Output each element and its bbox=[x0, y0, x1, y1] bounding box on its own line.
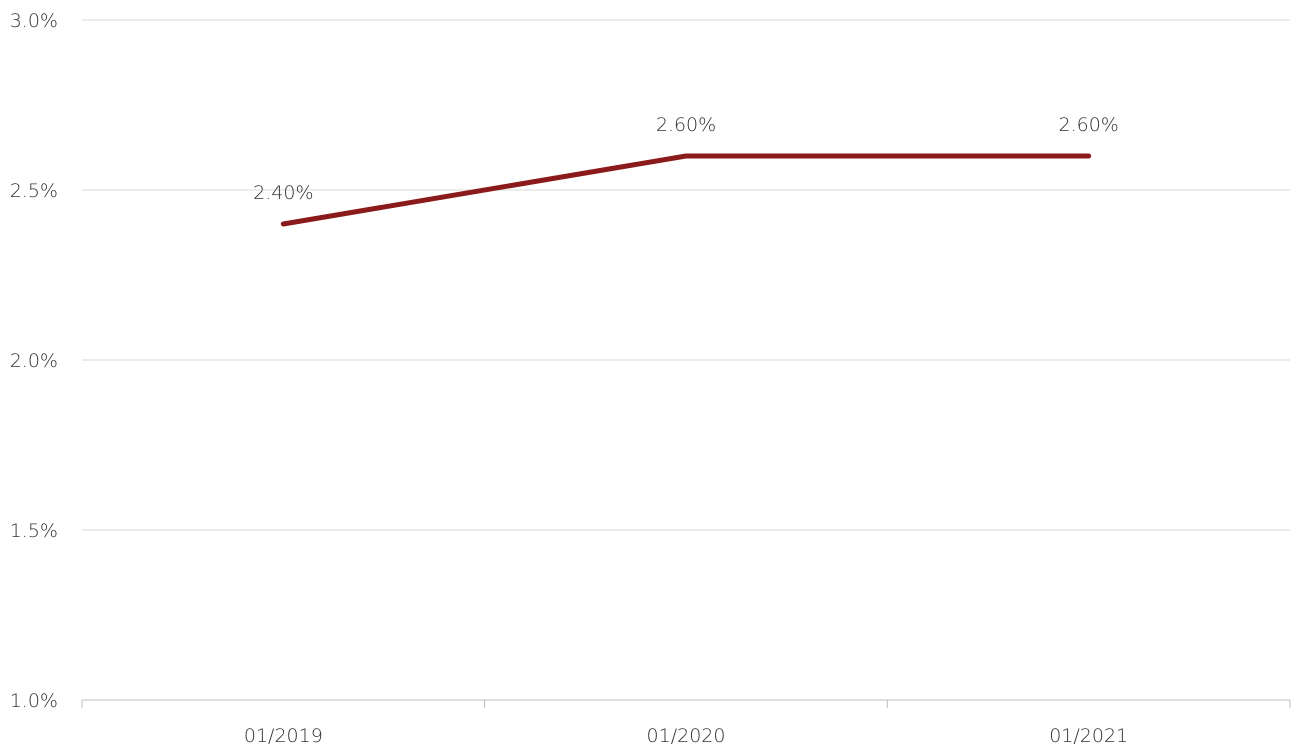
data-labels: 2.40% 2.60% 2.60% bbox=[253, 114, 1119, 204]
data-label: 2.40% bbox=[253, 182, 313, 204]
y-axis: 1.0% 1.5% 2.0% 2.5% 3.0% bbox=[10, 10, 58, 712]
y-tick-label: 1.5% bbox=[10, 520, 58, 542]
x-tick-label: 01/2019 bbox=[244, 725, 323, 747]
y-tick-label: 2.0% bbox=[10, 350, 58, 372]
y-tick-label: 1.0% bbox=[10, 690, 58, 712]
y-tick-label: 2.5% bbox=[10, 180, 58, 202]
x-tick-label: 01/2021 bbox=[1049, 725, 1128, 747]
gridlines bbox=[82, 19, 1290, 701]
data-label: 2.60% bbox=[1058, 114, 1118, 136]
y-tick-label: 3.0% bbox=[10, 10, 58, 32]
x-axis: 01/2019 01/2020 01/2021 bbox=[81, 700, 1291, 747]
data-label: 2.60% bbox=[656, 114, 716, 136]
x-tick-label: 01/2020 bbox=[647, 725, 726, 747]
series-group bbox=[280, 153, 1092, 227]
